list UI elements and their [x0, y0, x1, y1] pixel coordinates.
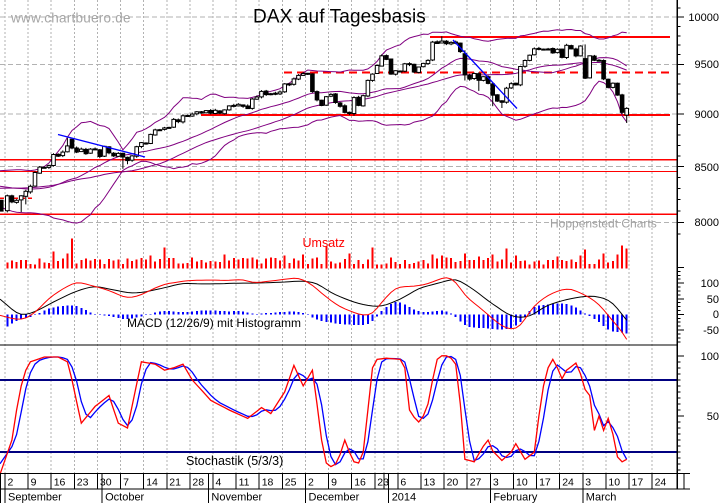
svg-text:March: March — [586, 492, 617, 503]
svg-text:9: 9 — [331, 477, 337, 489]
svg-text:2: 2 — [308, 477, 314, 489]
svg-text:10000: 10000 — [688, 12, 719, 24]
svg-text:February: February — [493, 492, 538, 503]
svg-text:2014: 2014 — [392, 492, 416, 503]
svg-text:11: 11 — [239, 477, 250, 489]
svg-text:100: 100 — [701, 351, 719, 363]
svg-text:24: 24 — [655, 477, 667, 489]
svg-text:8500: 8500 — [695, 162, 719, 174]
svg-text:18: 18 — [262, 477, 274, 489]
svg-text:17: 17 — [539, 477, 551, 489]
svg-text:50: 50 — [707, 411, 719, 423]
svg-text:14: 14 — [146, 477, 158, 489]
svg-text:100: 100 — [701, 278, 719, 290]
svg-text:20: 20 — [447, 477, 459, 489]
svg-text:2: 2 — [8, 477, 14, 489]
svg-text:9500: 9500 — [695, 59, 719, 71]
svg-text:-50: -50 — [703, 325, 719, 337]
svg-text:16: 16 — [354, 477, 366, 489]
svg-text:November: November — [211, 492, 262, 503]
svg-text:13: 13 — [424, 477, 436, 489]
svg-text:8000: 8000 — [695, 217, 719, 229]
svg-text:23: 23 — [377, 477, 389, 489]
svg-text:17: 17 — [632, 477, 644, 489]
svg-text:September: September — [8, 492, 62, 503]
svg-text:7: 7 — [123, 477, 129, 489]
svg-text:0: 0 — [713, 309, 719, 321]
svg-text:50: 50 — [707, 294, 719, 306]
svg-text:Stochastik (5/3/3): Stochastik (5/3/3) — [186, 454, 283, 468]
svg-text:27: 27 — [470, 477, 482, 489]
svg-text:MACD (12/26/9) mit Histogramm: MACD (12/26/9) mit Histogramm — [127, 316, 301, 330]
svg-text:DAX auf Tagesbasis: DAX auf Tagesbasis — [253, 7, 426, 28]
svg-text:30: 30 — [100, 477, 112, 489]
svg-text:10: 10 — [516, 477, 528, 489]
svg-text:24: 24 — [562, 477, 574, 489]
svg-text:9000: 9000 — [695, 109, 719, 121]
svg-text:23: 23 — [77, 477, 89, 489]
svg-text:www.chartbuero.de: www.chartbuero.de — [10, 11, 131, 26]
svg-text:3: 3 — [585, 477, 591, 489]
svg-text:3: 3 — [493, 477, 499, 489]
svg-text:Umsatz: Umsatz — [303, 236, 345, 250]
svg-text:October: October — [105, 492, 144, 503]
svg-text:4: 4 — [216, 477, 222, 489]
svg-text:9: 9 — [31, 477, 37, 489]
svg-text:Hoppenstedt Charts: Hoppenstedt Charts — [550, 217, 657, 231]
svg-text:10: 10 — [608, 477, 620, 489]
svg-text:December: December — [309, 492, 360, 503]
svg-text:28: 28 — [192, 477, 204, 489]
svg-text:21: 21 — [169, 477, 181, 489]
svg-text:25: 25 — [285, 477, 297, 489]
svg-text:16: 16 — [54, 477, 66, 489]
svg-text:6: 6 — [400, 477, 406, 489]
